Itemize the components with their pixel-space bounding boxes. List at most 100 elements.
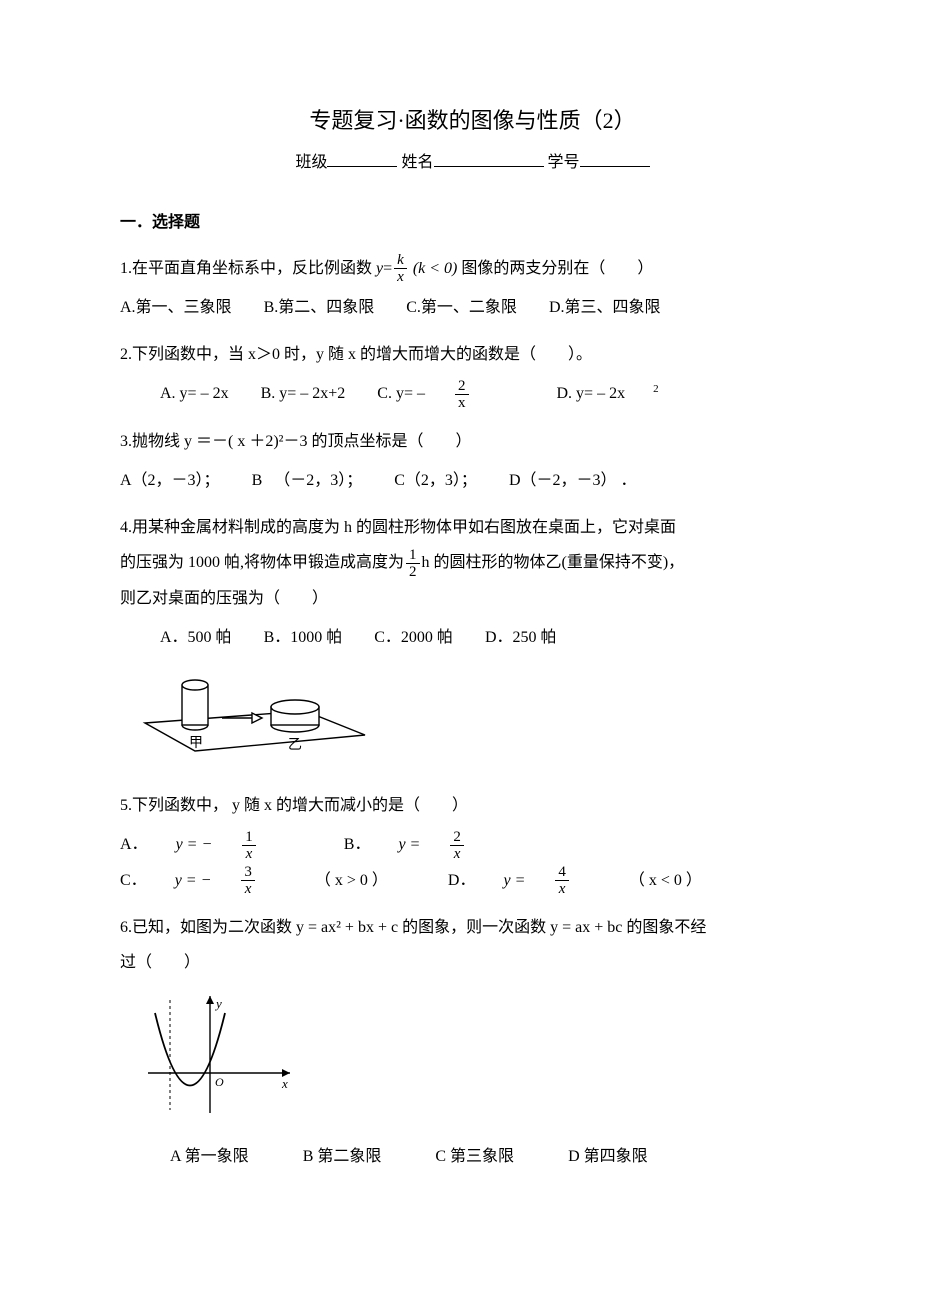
q5c-num: 3 [241,864,255,882]
q6-figure: y x O [140,988,825,1131]
question-5: 5.下列函数中， y 随 x 的增大而减小的是（ ） A． y = −1x B．… [120,788,825,898]
q3-stem: 3.抛物线 y ＝－( x ＋2)²－3 的顶点坐标是（ ） [120,424,825,459]
q5a-y: y = − [176,827,213,862]
page-title: 专题复习·函数的图像与性质（2） [120,100,825,142]
question-2: 2.下列函数中，当 x＞0 时，y 随 x 的增大而增大的函数是（ ）。 A. … [120,337,825,412]
q5-option-c[interactable]: C． y = − 3x （ x > 0 ） [120,863,416,898]
q1-stem-b: 图像的两支分别在（ ） [461,260,653,277]
student-info-line: 班级 姓名 学号 [120,148,825,178]
q3-options: A（2，－3）； B （－2，3）； C（2，3）； D（－2，－3） ． [120,463,825,498]
q5d-pre: D． [448,863,476,898]
question-1: 1.在平面直角坐标系中，反比例函数 y=kx (k < 0) 图像的两支分别在（… [120,251,825,326]
q6-axis-y-label: y [214,996,222,1011]
q5c-frac: 3x [241,864,283,898]
q6-option-c[interactable]: C 第三象限 [435,1139,514,1174]
q2-c-num: 2 [455,378,469,396]
q1-eq: = [383,260,392,277]
q5-option-d[interactable]: D． y = 4x （ x < 0 ） [448,863,730,898]
q4-label-yi: 乙 [288,737,302,753]
q1-stem-a: 1.在平面直角坐标系中，反比例函数 [120,260,376,277]
q5a-pre: A． [120,827,148,862]
q2-option-b[interactable]: B. y= – 2x+2 [261,376,346,411]
q1-options: A.第一、三象限 B.第二、四象限 C.第一、二象限 D.第三、四象限 [120,290,825,325]
q1-frac-num: k [394,252,407,270]
q4-frac-den: 2 [406,564,420,581]
q5b-den: x [450,846,464,863]
q4-line2a: 的压强为 1000 帕,将物体甲锻造成高度为 [120,554,404,571]
q4-label-jia: 甲 [189,736,203,751]
id-blank[interactable] [580,151,650,167]
q5a-den: x [242,846,256,863]
q2-c-den: x [455,395,469,412]
q4-line1: 4.用某种金属材料制成的高度为 h 的圆柱形物体甲如右图放在桌面上，它对桌面 [120,510,825,545]
name-label: 姓名 [401,154,433,171]
q3-option-d[interactable]: D（－2，－3） ． [509,463,637,498]
q5a-num: 1 [242,829,256,847]
q4-frac: 12 [406,547,420,581]
q5-stem: 5.下列函数中， y 随 x 的增大而减小的是（ ） [120,788,825,823]
q5d-cond: （ x < 0 ） [629,863,702,898]
q2-option-a[interactable]: A. y= – 2x [160,376,229,411]
q5c-y: y = − [175,863,212,898]
q2-options: A. y= – 2x B. y= – 2x+2 C. y= –2x D. y= … [160,376,825,411]
q6-origin-label: O [215,1075,224,1089]
q5b-frac: 2x [450,829,492,863]
q6-line2: 过（ ） [120,945,825,980]
name-blank[interactable] [434,151,544,167]
q6-options: A 第一象限 B 第二象限 C 第三象限 D 第四象限 [170,1139,825,1174]
q4-line2b: h 的圆柱形的物体乙(重量保持不变)， [422,554,685,571]
q2-d-pre: D. y= – 2x [557,376,626,411]
cylinder-diagram-icon: 甲 乙 [140,663,370,763]
q1-cond: (k < 0) [413,260,458,277]
q6-axis-x-label: x [281,1076,288,1091]
q2-c-frac: 2x [455,378,497,412]
class-blank[interactable] [327,151,397,167]
q1-fraction: kx [394,252,407,286]
q5-option-b[interactable]: B． y = 2x [344,827,520,862]
q2-stem: 2.下列函数中，当 x＞0 时，y 随 x 的增大而增大的函数是（ ）。 [120,337,825,372]
class-label: 班级 [295,154,327,171]
question-4: 4.用某种金属材料制成的高度为 h 的圆柱形物体甲如右图放在桌面上，它对桌面 的… [120,510,825,776]
q4-figure: 甲 乙 [140,663,825,776]
q1-option-b[interactable]: B.第二、四象限 [264,290,375,325]
q4-option-c[interactable]: C．2000 帕 [374,620,453,655]
q5b-y: y = [398,827,420,862]
question-6: 6.已知，如图为二次函数 y = ax² + bx + c 的图象，则一次函数 … [120,910,825,1175]
q4-frac-num: 1 [406,547,420,565]
q1-option-d[interactable]: D.第三、四象限 [549,290,661,325]
q4-option-a[interactable]: A．500 帕 [160,620,232,655]
q5c-pre: C． [120,863,147,898]
q5b-pre: B． [344,827,371,862]
q6-line1: 6.已知，如图为二次函数 y = ax² + bx + c 的图象，则一次函数 … [120,910,825,945]
id-label: 学号 [548,154,580,171]
q5d-num: 4 [555,864,569,882]
q4-options: A．500 帕 B．1000 帕 C．2000 帕 D．250 帕 [160,620,825,655]
q5a-frac: 1x [242,829,284,863]
q6-option-b[interactable]: B 第二象限 [303,1139,382,1174]
q3-option-b[interactable]: B （－2，3）； [252,463,363,498]
q5b-num: 2 [450,829,464,847]
parabola-graph-icon: y x O [140,988,300,1118]
q2-option-c[interactable]: C. y= – 2x [377,376,524,411]
q5c-den: x [241,881,255,898]
q2-option-d[interactable]: D. y= – 2x 2 [557,376,687,411]
q4-option-b[interactable]: B．1000 帕 [264,620,343,655]
q6-option-a[interactable]: A 第一象限 [170,1139,249,1174]
q4-line3: 则乙对桌面的压强为（ ） [120,581,825,616]
q5-option-a[interactable]: A． y = − 1x [120,827,312,862]
q5-options: A． y = −1x B． y = 2x C． y = −3x （ x > 0 … [120,827,825,898]
q4-option-d[interactable]: D．250 帕 [485,620,557,655]
q1-option-a[interactable]: A.第一、三象限 [120,290,232,325]
q4-line2: 的压强为 1000 帕,将物体甲锻造成高度为12h 的圆柱形的物体乙(重量保持不… [120,545,825,580]
q3-option-a[interactable]: A（2，－3）； [120,463,220,498]
q2-d-sup: 2 [653,377,659,401]
q1-frac-den: x [394,269,407,286]
q3-option-c[interactable]: C（2，3）； [394,463,477,498]
q5d-den: x [555,881,569,898]
q2-c-pre: C. y= – [377,376,425,411]
q5d-y: y = [503,863,525,898]
q5c-cond: （ x > 0 ） [315,863,388,898]
q6-option-d[interactable]: D 第四象限 [568,1139,648,1174]
q5d-frac: 4x [555,864,597,898]
q1-option-c[interactable]: C.第一、二象限 [406,290,517,325]
